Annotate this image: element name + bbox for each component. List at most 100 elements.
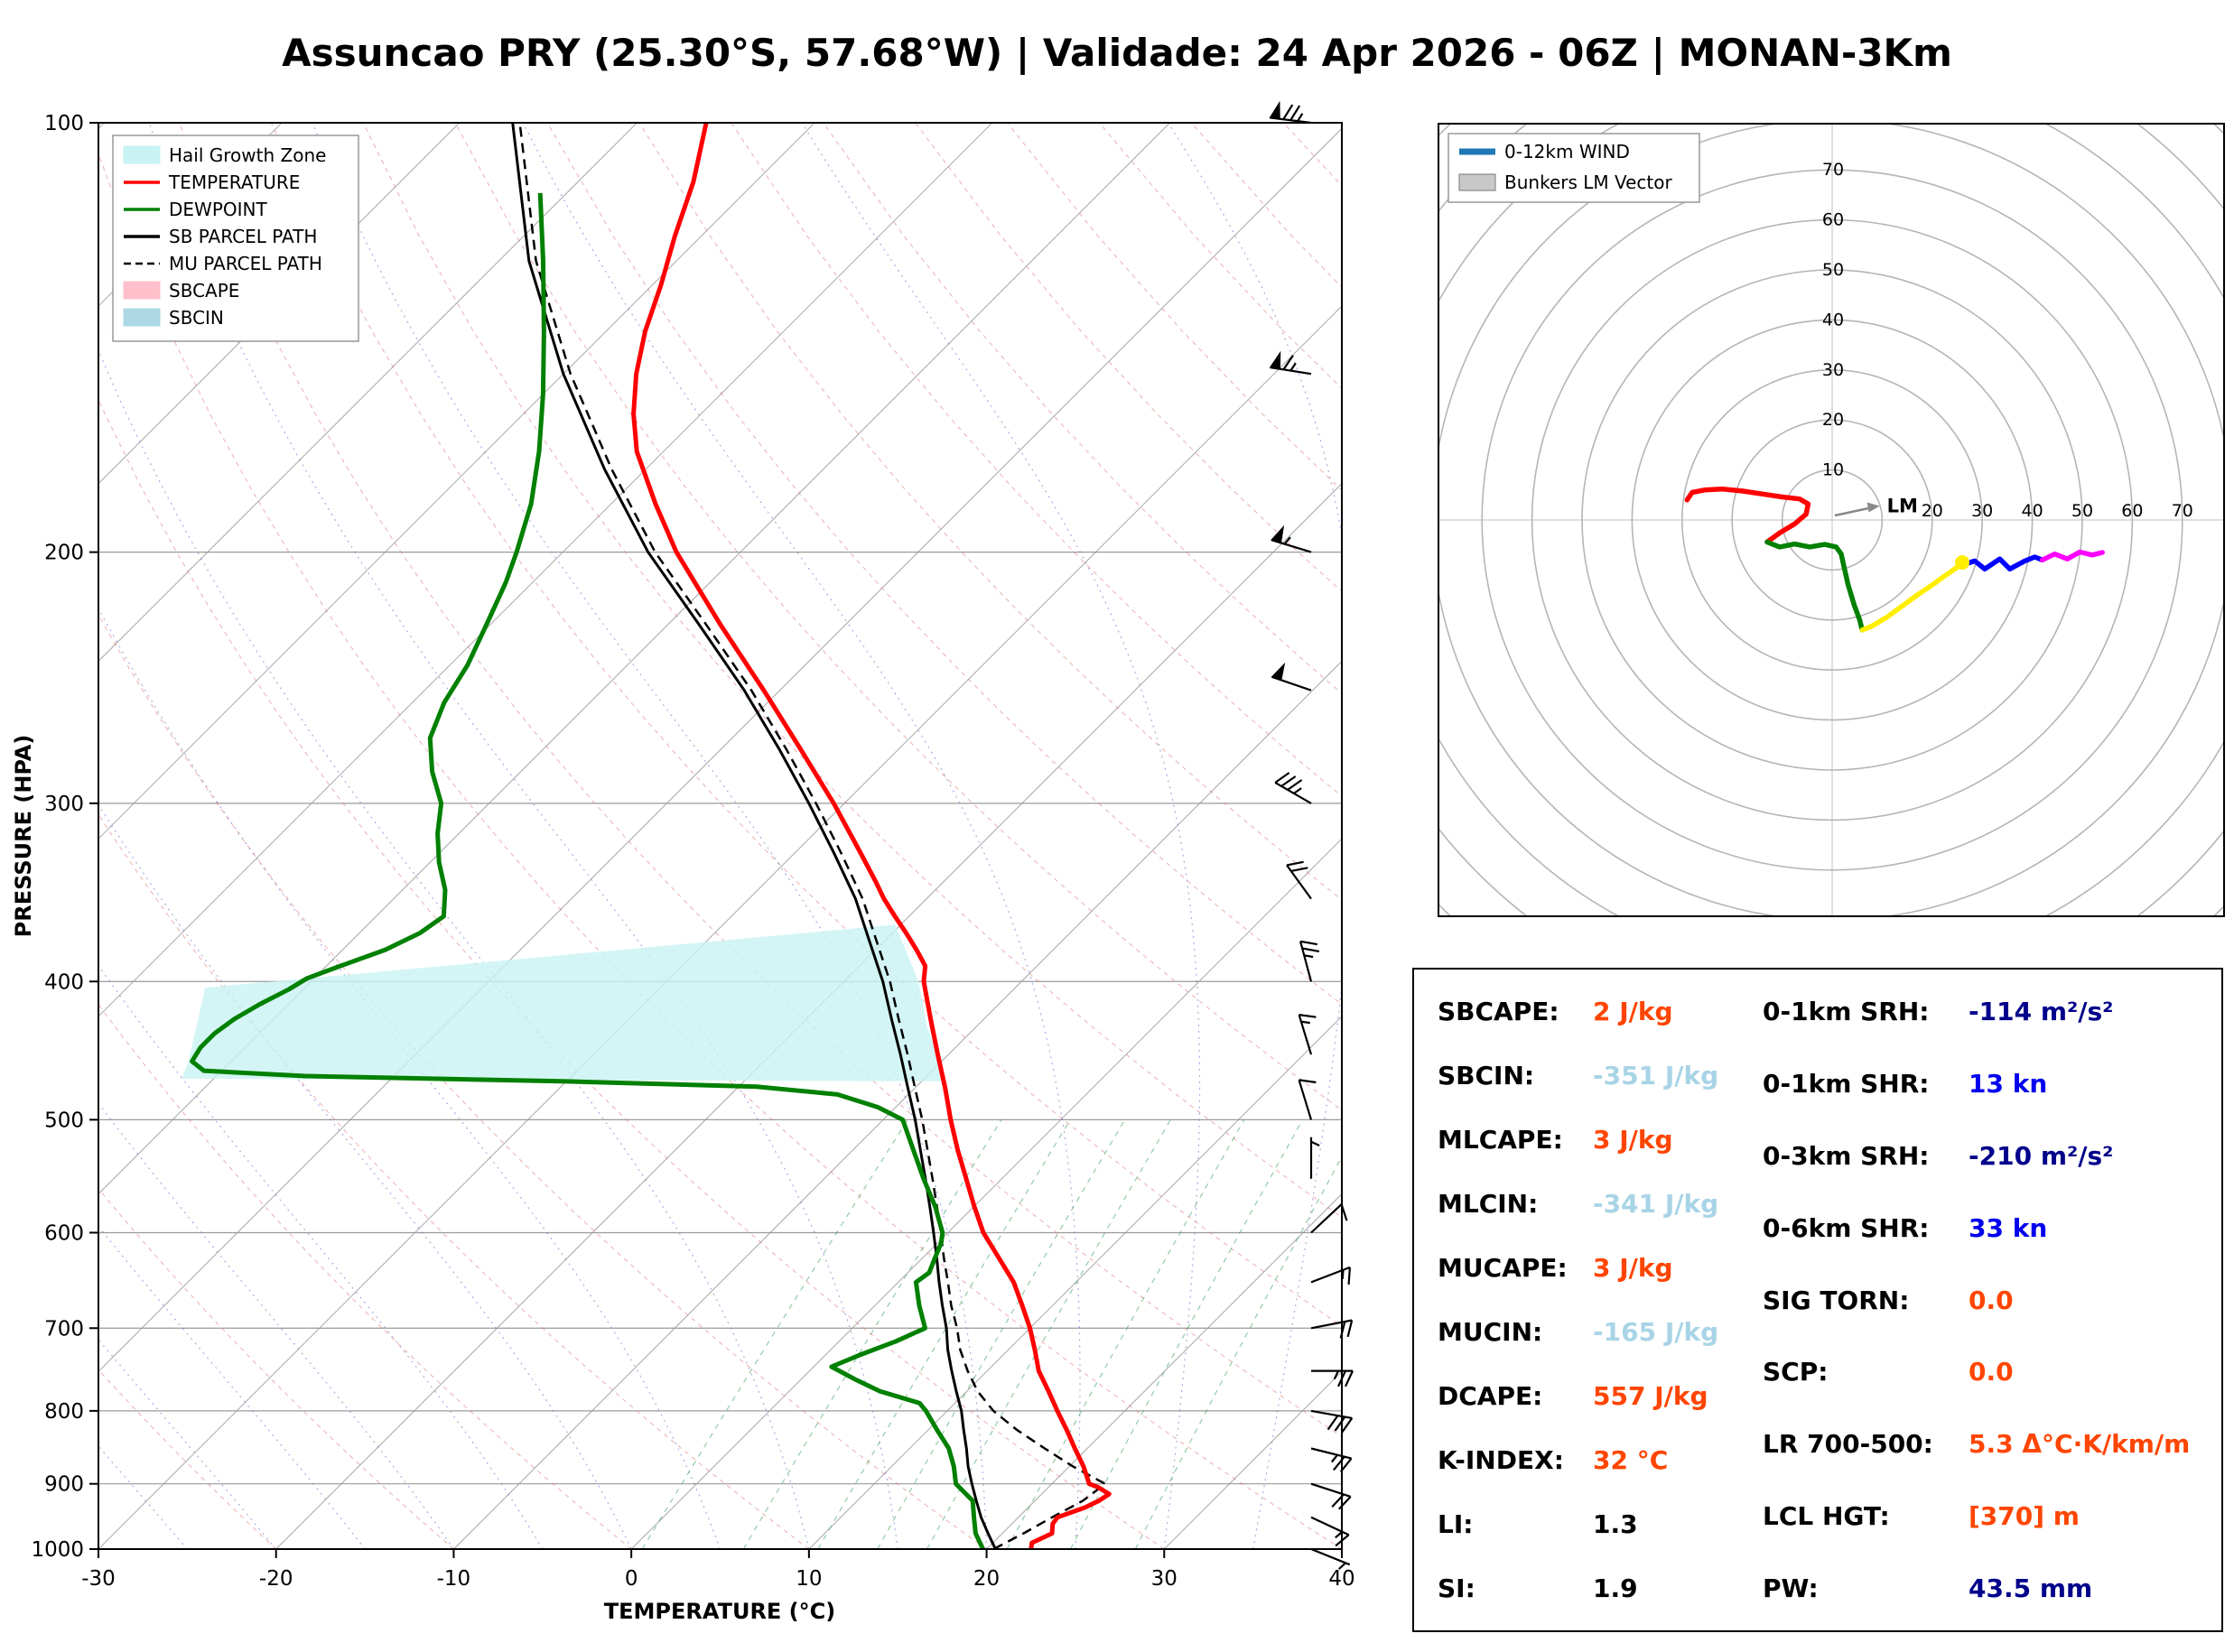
page-title: Assuncao PRY (25.30°S, 57.68°W) | Valida… — [282, 31, 1952, 75]
index-label: MLCIN: — [1438, 1189, 1539, 1219]
index-value: 32 °C — [1593, 1445, 1669, 1475]
ring-label: 20 — [1922, 501, 1943, 521]
legend-label: SBCAPE — [169, 280, 239, 302]
skewt-plot-area — [98, 123, 1342, 1549]
index-row: SI: 1.9 — [1438, 1573, 1763, 1603]
index-value: 2 J/kg — [1593, 997, 1673, 1026]
index-value: 13 kn — [1969, 1068, 2048, 1099]
index-value: -165 J/kg — [1593, 1317, 1719, 1347]
wind-barb — [1286, 860, 1312, 900]
index-row: MLCIN: -341 J/kg — [1438, 1189, 1763, 1219]
index-value: 1.3 — [1593, 1509, 1638, 1539]
lm-label: LM — [1887, 495, 1918, 516]
speed-ring — [1631, 319, 2034, 721]
x-tick-label: 30 — [1151, 1567, 1178, 1591]
index-label: LI: — [1438, 1509, 1474, 1539]
pressure-tick-label: 600 — [44, 1221, 84, 1245]
wind-barb — [1310, 1319, 1354, 1339]
index-label: SBCAPE: — [1438, 997, 1559, 1026]
ring-label: 40 — [2022, 501, 2043, 521]
sb-parcel-path — [511, 123, 997, 1549]
hodograph-trace-segment — [1959, 554, 2045, 572]
speed-ring — [1581, 269, 2083, 771]
legend-label: Hail Growth Zone — [169, 144, 326, 166]
legend-label: Bunkers LM Vector — [1504, 172, 1673, 193]
speed-ring — [1731, 419, 1933, 621]
storm-motion-dot — [1955, 555, 1970, 571]
index-value: 1.9 — [1593, 1573, 1638, 1603]
index-value: 5.3 Δ°C·K/km/m — [1969, 1429, 2191, 1460]
pressure-tick-label: 200 — [44, 542, 84, 565]
x-tick-label: -30 — [81, 1567, 116, 1591]
pressure-tick-label: 1000 — [31, 1538, 84, 1562]
indices-column-right: 0-1km SRH: -114 m²/s² 0-1km SHR: 13 kn 0-3km… — [1763, 997, 2214, 1603]
index-row: DCAPE: 557 J/kg — [1438, 1381, 1763, 1411]
wind-barb — [1274, 772, 1312, 804]
index-label: LCL HGT: — [1763, 1501, 1890, 1532]
index-row: SIG TORN: 0.0 — [1763, 1285, 2214, 1315]
pressure-tick-label: 700 — [44, 1317, 84, 1341]
index-label: 0-1km SHR: — [1763, 1068, 1930, 1099]
legend-label: TEMPERATURE — [168, 172, 300, 193]
y-axis-label: PRESSURE (HPA) — [11, 735, 36, 938]
index-row: MLCAPE: 3 J/kg — [1438, 1125, 1763, 1155]
index-row: SBCIN: -351 J/kg — [1438, 1061, 1763, 1091]
hodograph-trace-segment — [1859, 561, 1965, 633]
index-value: 3 J/kg — [1593, 1253, 1673, 1283]
wind-barb — [1310, 1409, 1354, 1434]
ring-label: 30 — [1822, 360, 1844, 380]
speed-ring — [1531, 218, 2134, 821]
dewpoint-curve — [190, 192, 985, 1549]
wind-barb — [1310, 1447, 1353, 1473]
legend-label: SB PARCEL PATH — [169, 226, 317, 247]
x-tick-label: 20 — [973, 1567, 1000, 1591]
wind-barb — [1271, 524, 1312, 553]
wind-barb — [1298, 1014, 1317, 1055]
index-value: 33 kn — [1969, 1212, 2048, 1243]
lm-arrowhead — [1866, 502, 1880, 513]
index-label: SIG TORN: — [1763, 1285, 1910, 1315]
index-value: 3 J/kg — [1593, 1125, 1673, 1155]
pressure-tick-label: 100 — [44, 112, 84, 135]
legend-label: DEWPOINT — [169, 199, 267, 220]
lm-vector — [1834, 506, 1871, 517]
skewt-frame — [98, 122, 1343, 1550]
skewt-chart: TEMPERATURE (°C) PRESSURE (HPA) -30 -20 -1… — [11, 100, 1355, 1624]
index-row: 0-6km SHR: 33 kn — [1763, 1213, 2214, 1243]
index-value: 0.0 — [1969, 1285, 2014, 1315]
index-row: SBCAPE: 2 J/kg — [1438, 997, 1763, 1026]
hodograph-trace-segment — [2039, 549, 2105, 563]
wind-barb — [1309, 1137, 1320, 1179]
hodograph-plot-area: 10 20 30 40 50 60 70 20 30 40 50 60 70 LM — [1438, 123, 2225, 917]
index-label: SI: — [1438, 1573, 1475, 1603]
ring-label: 50 — [2071, 501, 2093, 521]
ring-label: 70 — [2172, 501, 2193, 521]
index-value: 557 J/kg — [1593, 1381, 1708, 1411]
speed-ring — [1481, 169, 2183, 871]
legend-patch — [123, 281, 161, 300]
x-axis-label: TEMPERATURE (°C) — [604, 1599, 835, 1624]
ring-label: 70 — [1822, 160, 1844, 180]
index-label: MLCAPE: — [1438, 1125, 1563, 1155]
speed-ring — [1781, 469, 1884, 571]
index-row: K-INDEX: 32 °C — [1438, 1445, 1763, 1475]
pressure-tick-label: 500 — [44, 1109, 84, 1132]
index-label: LR 700-500: — [1763, 1429, 1933, 1460]
x-tick-label: -10 — [437, 1567, 471, 1591]
pressure-tick-label: 400 — [44, 970, 84, 994]
index-row: LI: 1.3 — [1438, 1509, 1763, 1539]
index-label: DCAPE: — [1438, 1381, 1543, 1411]
index-value: 0.0 — [1969, 1357, 2014, 1387]
index-label: PW: — [1763, 1573, 1819, 1603]
indices-column-left: SBCAPE: 2 J/kg SBCIN: -351 J/kg MLCAPE: 3 J/k… — [1438, 997, 1763, 1603]
legend-label: MU PARCEL PATH — [169, 253, 322, 274]
temperature-curve — [631, 123, 1112, 1549]
index-value: -210 m²/s² — [1969, 1140, 2114, 1171]
index-row: MUCIN: -165 J/kg — [1438, 1317, 1763, 1347]
x-tick-label: 40 — [1328, 1567, 1354, 1591]
index-row: 0-1km SHR: 13 kn — [1763, 1069, 2214, 1099]
indices-panel: SBCAPE: 2 J/kg SBCIN: -351 J/kg MLCAPE: 3 J/k… — [1412, 968, 2223, 1632]
x-tick-label: 0 — [625, 1567, 638, 1591]
index-value: -114 m²/s² — [1969, 997, 2114, 1026]
index-label: K-INDEX: — [1438, 1445, 1564, 1475]
